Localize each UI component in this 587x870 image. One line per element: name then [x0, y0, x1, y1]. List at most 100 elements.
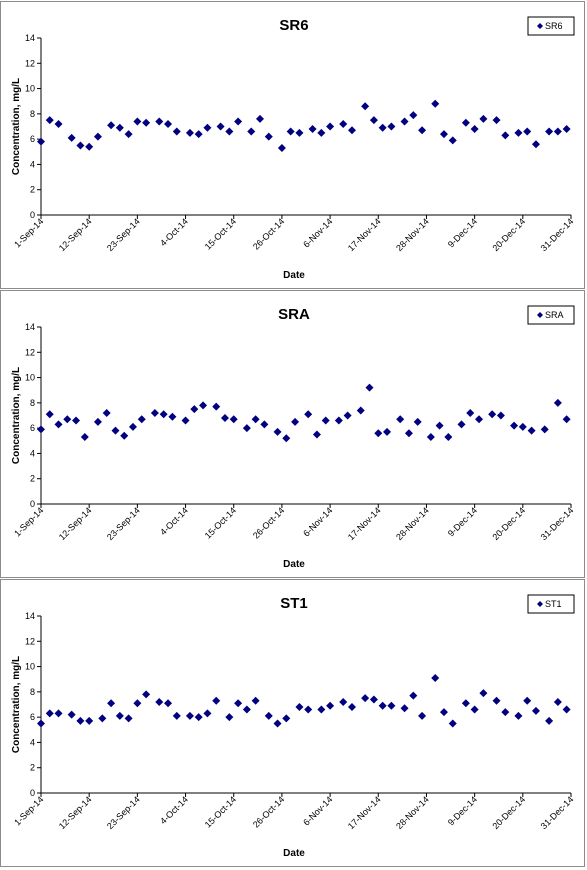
data-point	[562, 415, 571, 424]
data-point	[492, 696, 501, 705]
data-point	[545, 127, 554, 136]
y-tick-label: 12	[25, 58, 35, 68]
data-point	[378, 123, 387, 132]
x-tick-label: 31-Dec-14	[539, 216, 576, 253]
data-point	[510, 421, 519, 430]
y-tick-label: 0	[30, 788, 35, 798]
x-tick-label: 9-Dec-14	[446, 216, 479, 249]
data-point	[199, 401, 208, 410]
y-tick-label: 0	[30, 210, 35, 220]
x-tick-label: 6-Nov-14	[301, 505, 334, 538]
data-point	[479, 689, 488, 698]
data-point	[317, 705, 326, 714]
data-point	[409, 111, 418, 120]
data-point	[185, 128, 194, 137]
legend-box	[527, 16, 575, 36]
data-point	[67, 133, 76, 142]
data-point	[54, 119, 63, 128]
data-point	[142, 118, 151, 127]
x-tick-label: 1-Sep-14	[12, 794, 45, 827]
data-point	[369, 695, 378, 704]
data-point	[448, 136, 457, 145]
data-point	[448, 719, 457, 728]
data-point	[142, 690, 151, 699]
chart-svg: SRA 0 2 4 6 8 10 12 14 1-Sep-14 12-Sep-14 23-Sep-14…	[11, 305, 576, 570]
data-point	[347, 126, 356, 135]
data-point	[387, 701, 396, 710]
data-point	[212, 696, 221, 705]
data-point	[212, 402, 221, 411]
data-point	[457, 420, 466, 429]
x-tick-label: 31-Dec-14	[539, 505, 576, 542]
data-point	[67, 710, 76, 719]
data-point	[273, 719, 282, 728]
x-tick-label: 15-Oct-14	[203, 794, 238, 829]
y-tick-label: 6	[30, 134, 35, 144]
legend-label: SRA	[545, 310, 564, 320]
legend-marker	[537, 23, 543, 29]
data-point	[256, 114, 265, 123]
legend-label: SR6	[545, 21, 563, 31]
chart-panel-sra: SRA 0 2 4 6 8 10 12 14 1-Sep-14 12-Sep-14 23-Sep-14…	[0, 290, 585, 578]
data-point	[501, 708, 510, 717]
data-point	[93, 132, 102, 141]
x-tick-label: 26-Oct-14	[251, 216, 286, 251]
x-tick-label: 23-Sep-14	[105, 505, 142, 542]
x-tick-label: 31-Dec-14	[539, 794, 576, 831]
y-tick-label: 10	[25, 662, 35, 672]
data-point	[514, 711, 523, 720]
x-tick-label: 4-Oct-14	[158, 505, 190, 537]
data-point	[234, 699, 243, 708]
y-tick-label: 14	[25, 611, 35, 621]
y-axis-label: Concentration, mg/L	[11, 78, 22, 175]
data-point	[93, 417, 102, 426]
x-tick-label: 12-Sep-14	[57, 216, 94, 253]
data-point	[439, 708, 448, 717]
data-point	[312, 430, 321, 439]
data-point	[282, 434, 291, 443]
data-point	[492, 116, 501, 125]
data-point	[194, 713, 203, 722]
y-tick-label: 12	[25, 636, 35, 646]
data-point	[164, 119, 173, 128]
x-axis-label: Date	[283, 270, 305, 281]
x-tick-label: 4-Oct-14	[158, 794, 190, 826]
data-point	[45, 709, 54, 718]
y-tick-label: 10	[25, 84, 35, 94]
data-point	[553, 398, 562, 407]
data-point	[321, 416, 330, 425]
y-tick-label: 12	[25, 347, 35, 357]
data-point	[496, 411, 505, 420]
data-point	[72, 416, 81, 425]
y-tick-label: 8	[30, 398, 35, 408]
data-point	[479, 114, 488, 123]
y-tick-label: 2	[30, 185, 35, 195]
data-point	[369, 116, 378, 125]
data-point	[418, 126, 427, 135]
data-point	[37, 719, 45, 728]
legend-marker	[537, 312, 543, 318]
data-point	[545, 716, 554, 725]
data-point	[98, 714, 107, 723]
data-point	[527, 426, 536, 435]
y-tick-label: 0	[30, 499, 35, 509]
legend-marker	[537, 601, 543, 607]
data-point	[347, 703, 356, 712]
y-axis-label: Concentration, mg/L	[11, 367, 22, 464]
data-point	[124, 130, 133, 139]
data-point	[85, 716, 94, 725]
data-point	[107, 121, 116, 130]
chart-title: ST1	[280, 595, 308, 612]
data-point	[444, 432, 453, 441]
data-point	[383, 427, 392, 436]
data-point	[37, 137, 45, 146]
data-point	[356, 406, 365, 415]
data-point	[304, 410, 313, 419]
data-point	[172, 127, 181, 136]
data-point	[514, 128, 523, 137]
data-point	[203, 123, 212, 132]
data-point	[461, 118, 470, 127]
data-point	[378, 701, 387, 710]
data-point	[501, 131, 510, 140]
data-point	[107, 699, 116, 708]
